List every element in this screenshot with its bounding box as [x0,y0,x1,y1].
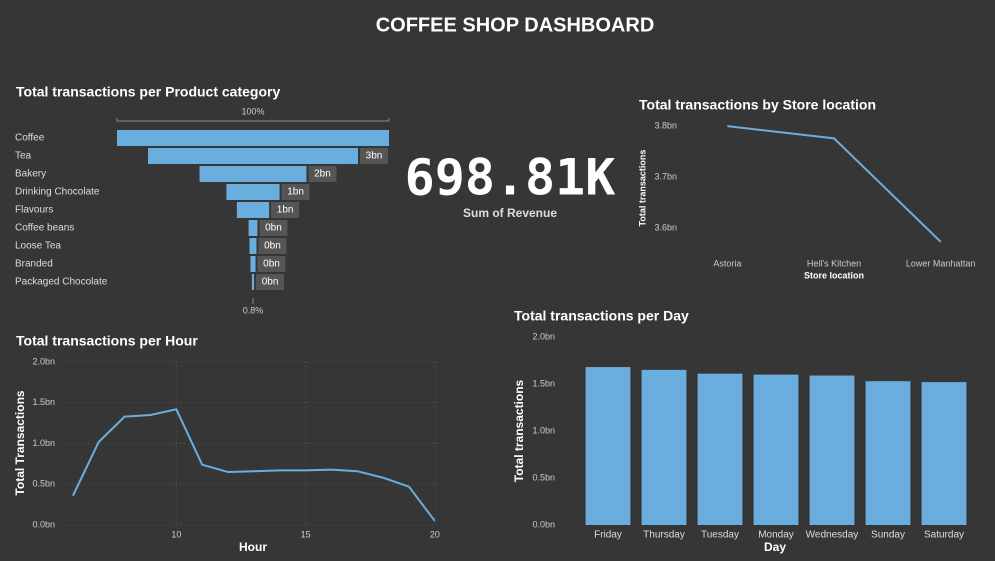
funnel-bar [250,256,256,272]
x-tick-label: Tuesday [701,530,739,541]
bar [697,373,743,525]
funnel-bar [248,220,258,236]
chart-title: Total transactions per Hour [16,333,198,349]
x-tick-label: Lower Manhattan [906,258,976,268]
bottom-label: 0.8% [243,305,264,315]
x-tick-label: Astoria [713,258,741,268]
y-tick-label: 3.8bn [654,121,677,131]
value-label: 1bn [277,205,294,216]
category-label: Tea [15,151,32,162]
x-axis-title: Day [764,540,786,554]
x-tick-label: Thursday [643,530,685,541]
value-label: 0bn [264,241,281,252]
y-axis-title: Total transactions [637,150,647,227]
x-axis-title: Hour [239,540,267,554]
category-label: Coffee beans [15,223,74,234]
top-label: 100% [241,106,264,116]
value-label-bg [256,274,285,290]
value-label-bg [258,238,287,254]
y-tick-label: 0.0bn [532,519,555,529]
bar [753,374,799,525]
x-axis-title: Store location [804,270,864,280]
kpi-label: Sum of Revenue [463,206,557,220]
funnel-bar [117,130,389,146]
value-label-bg [271,202,300,218]
value-label-bg [360,148,389,164]
funnel-bar [236,202,270,218]
bar [641,369,687,525]
category-label: Branded [15,259,53,270]
y-tick-label: 1.5bn [32,397,55,407]
chart-title: Total transactions per Product category [16,84,280,100]
category-label: Drinking Chocolate [15,187,100,198]
x-tick-label: Wednesday [806,530,859,541]
y-tick-label: 1.0bn [532,425,555,435]
y-tick-label: 1.0bn [32,438,55,448]
y-tick-label: 2.0bn [532,331,555,341]
x-tick-label: Hell's Kitchen [807,258,861,268]
funnel-bar [226,184,280,200]
kpi-value: 698.81K [405,149,616,207]
value-label: 0bn [262,277,279,288]
line [72,408,436,522]
funnel-bar [199,166,307,182]
category-label: Packaged Chocolate [15,277,108,288]
x-tick-label: 15 [301,529,311,539]
value-label: 1bn [287,187,304,198]
value-label: 0bn [263,259,280,270]
category-label: Flavours [15,205,53,216]
y-tick-label: 0.5bn [532,472,555,482]
line [727,125,942,243]
y-axis-title: Total Transactions [13,390,27,495]
y-tick-label: 1.5bn [532,378,555,388]
bar [585,367,631,525]
x-tick-label: 10 [171,529,181,539]
funnel-bar [251,274,255,290]
y-tick-label: 0.0bn [32,519,55,529]
chart-title: Total transactions by Store location [639,97,876,113]
x-tick-label: Monday [758,530,794,541]
value-label-bg [308,166,337,182]
funnel-bar [249,238,257,254]
category-label: Bakery [15,169,46,180]
x-tick-label: Friday [594,530,622,541]
bar [809,375,855,525]
y-tick-label: 3.7bn [654,171,677,181]
value-label-bg [281,184,310,200]
x-tick-label: Sunday [871,530,905,541]
category-label: Loose Tea [15,241,61,252]
category-label: Coffee [15,133,45,144]
y-tick-label: 3.6bn [654,222,677,232]
value-label: 3bn [366,151,383,162]
value-label-bg [257,256,286,272]
value-label: 2bn [314,169,331,180]
value-label-bg [259,220,288,236]
chart-title: Total transactions per Day [514,308,689,324]
bar [865,381,911,525]
x-tick-label: Saturday [924,530,964,541]
y-tick-label: 2.0bn [32,356,55,366]
x-tick-label: 20 [430,529,440,539]
top-bracket [116,118,390,122]
y-tick-label: 0.5bn [32,479,55,489]
bar [921,382,967,525]
value-label: 0bn [265,223,282,234]
y-axis-title: Total transactions [512,379,526,482]
funnel-bar [147,148,359,164]
dashboard-title: COFFEE SHOP DASHBOARD [376,14,655,36]
